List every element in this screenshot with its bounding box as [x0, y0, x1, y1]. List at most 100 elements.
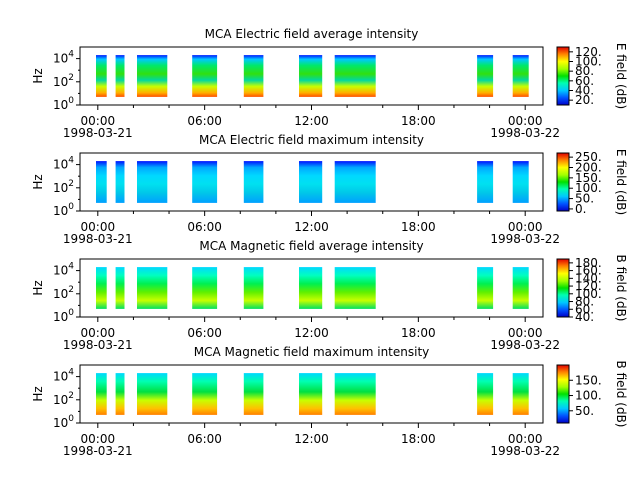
y-tick-label: 100 [53, 414, 74, 430]
y-axis-label: Hz [31, 280, 45, 295]
spectrogram-segment [243, 373, 264, 415]
spectrogram-segment [192, 373, 218, 415]
x-tick-label: 00:00 [508, 326, 543, 340]
spectrogram-segment [243, 161, 264, 203]
spectrogram-segment [512, 267, 529, 309]
colorbar-tick-label: 50. [575, 192, 594, 206]
colorbar-tick-label: 120. [575, 45, 602, 59]
colorbar-tick-label: 150. [575, 373, 602, 387]
colorbar-tick-label: 40. [575, 310, 594, 324]
y-axis-label: Hz [31, 68, 45, 83]
spectrogram-segment [512, 373, 529, 415]
x-tick-label: 06:00 [187, 220, 222, 234]
y-tick-base: 10 [53, 393, 68, 407]
y-tick-label: 104 [53, 50, 74, 66]
spectrogram-segment [477, 373, 494, 415]
y-tick-label: 102 [53, 73, 74, 89]
y-axis-label: Hz [31, 174, 45, 189]
y-tick-base: 10 [53, 287, 68, 301]
panels-layer: MCA Electric field average intensity1001… [31, 27, 628, 458]
y-tick-base: 10 [53, 75, 68, 89]
x-tick-label: 18:00 [401, 114, 436, 128]
x-tick-label: 06:00 [187, 114, 222, 128]
y-tick-base: 10 [53, 370, 68, 384]
x-date-label: 1998-03-21 [63, 444, 133, 458]
y-tick-label: 102 [53, 285, 74, 301]
x-date-label: 1998-03-22 [490, 444, 560, 458]
spectrogram-segment [334, 373, 376, 415]
x-tick-label: 00:00 [81, 326, 116, 340]
spectrogram-segment [192, 161, 218, 203]
y-tick-base: 10 [53, 204, 68, 218]
panel-title: MCA Electric field average intensity [205, 27, 419, 41]
spectrogram-segment [137, 373, 168, 415]
y-tick-label: 102 [53, 179, 74, 195]
x-tick-label: 06:00 [187, 326, 222, 340]
spectrogram-segment [243, 267, 264, 309]
colorbar-tick-label: 150. [575, 171, 602, 185]
colorbar-tick-label: 50. [575, 404, 594, 418]
spectrogram-segment [334, 161, 376, 203]
colorbar-tick-label: 80. [575, 295, 594, 309]
x-tick-label: 18:00 [401, 326, 436, 340]
spectrogram-segment [299, 267, 323, 309]
x-tick-label: 12:00 [294, 114, 329, 128]
colorbar-tick-label: 200. [575, 161, 602, 175]
spectrogram-segment [192, 267, 218, 309]
spectrogram-segment [192, 55, 218, 97]
spectrogram-segment [137, 55, 168, 97]
y-tick-exponent: 0 [68, 202, 74, 212]
y-tick-base: 10 [53, 52, 68, 66]
spectrogram-segment [115, 161, 125, 203]
x-tick-label: 00:00 [508, 220, 543, 234]
x-tick-label: 12:00 [294, 326, 329, 340]
chart-panel-1: MCA Electric field average intensity1001… [31, 27, 628, 140]
panel-title: MCA Magnetic field average intensity [199, 239, 423, 253]
colorbar [556, 258, 570, 318]
x-tick-label: 12:00 [294, 220, 329, 234]
colorbar-tick-label: 180. [575, 256, 602, 270]
colorbar-tick-label: 100. [575, 181, 602, 195]
spectrogram-segment [96, 161, 107, 203]
x-date-label: 1998-03-22 [490, 232, 560, 246]
y-tick-exponent: 0 [68, 414, 74, 424]
spectrogram-segment [299, 161, 323, 203]
y-tick-base: 10 [53, 416, 68, 430]
spectrogram-segment [512, 55, 529, 97]
x-tick-label: 18:00 [401, 220, 436, 234]
spectrogram-segment [243, 55, 264, 97]
y-axis-label: Hz [31, 386, 45, 401]
spectrogram-segment [299, 55, 323, 97]
spectrogram-segment [334, 55, 376, 97]
colorbar-tick-label: 20. [575, 93, 594, 107]
y-tick-exponent: 0 [68, 96, 74, 106]
y-tick-base: 10 [53, 98, 68, 112]
x-tick-label: 18:00 [401, 432, 436, 446]
spectrogram-segment [115, 55, 125, 97]
y-tick-base: 10 [53, 310, 68, 324]
colorbar-tick-label: 60. [575, 302, 594, 316]
colorbar-tick-label: 140. [575, 271, 602, 285]
y-tick-label: 102 [53, 391, 74, 407]
colorbar-tick-label: 60. [575, 74, 594, 88]
colorbar-tick-label: 250. [575, 150, 602, 164]
chart-panel-4: MCA Magnetic field maximum intensity1001… [31, 345, 628, 458]
spectrogram-segment [477, 161, 494, 203]
colorbar-label: B field (dB) [614, 255, 628, 322]
spectrogram-segment [512, 161, 529, 203]
spectrogram-segment [477, 55, 494, 97]
colorbar-tick-label: 100. [575, 389, 602, 403]
y-tick-label: 100 [53, 308, 74, 324]
spectrogram-segment [299, 373, 323, 415]
colorbar [556, 46, 570, 106]
spectrogram-segment [96, 267, 107, 309]
y-tick-label: 100 [53, 96, 74, 112]
x-tick-label: 00:00 [508, 114, 543, 128]
chart-panel-2: MCA Electric field maximum intensity1001… [31, 133, 628, 246]
colorbar-tick-label: 0. [575, 202, 586, 216]
colorbar-tick-label: 100. [575, 55, 602, 69]
chart-panel-3: MCA Magnetic field average intensity1001… [31, 239, 628, 352]
y-tick-base: 10 [53, 264, 68, 278]
spectrogram-segment [115, 267, 125, 309]
